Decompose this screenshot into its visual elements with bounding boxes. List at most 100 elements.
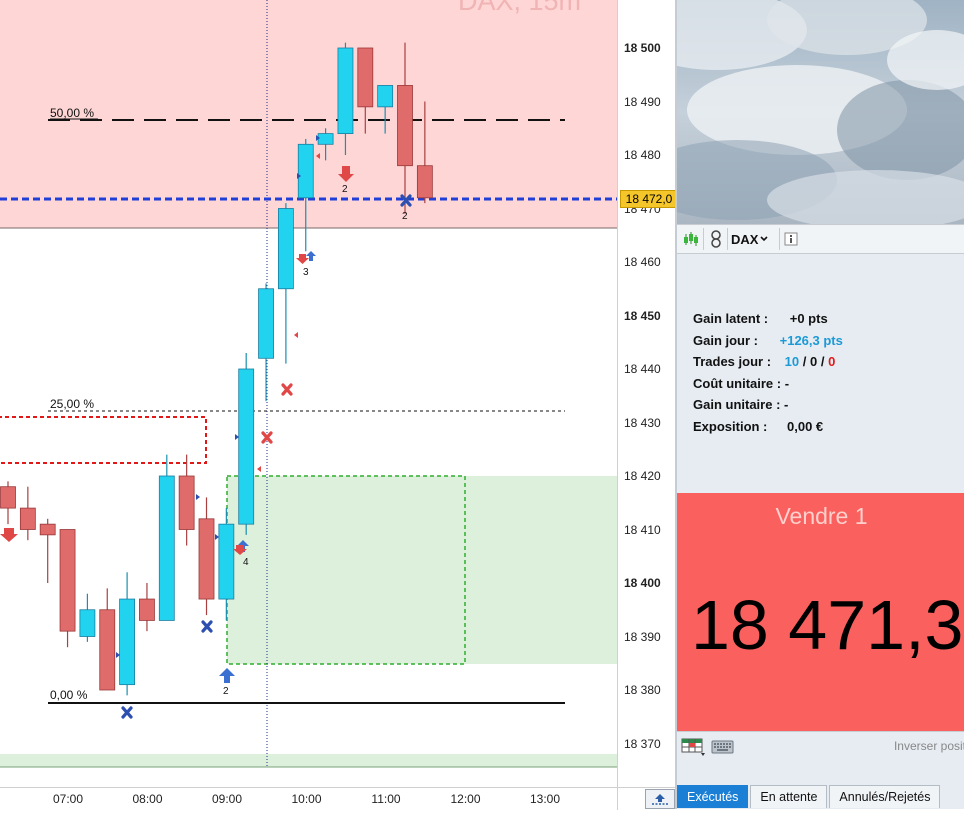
price-tick-label: 18 370	[624, 736, 661, 751]
trades-flat: 0	[809, 354, 818, 369]
cost-value: -	[784, 375, 790, 391]
exit-marker-icon	[257, 466, 261, 472]
expand-panel-button[interactable]	[645, 789, 675, 809]
bear-candle[interactable]	[0, 486, 16, 509]
entry-marker-icon	[316, 135, 320, 141]
bull-candle[interactable]	[218, 523, 235, 600]
red-dashed-zone[interactable]	[0, 416, 207, 464]
order-toolbar: Inverser posit	[677, 731, 964, 762]
price-tick-label: 18 420	[624, 469, 661, 483]
sell-arrow-icon	[233, 545, 247, 555]
bear-candle[interactable]	[59, 529, 76, 632]
entry-marker-icon	[215, 534, 219, 540]
info-button[interactable]	[781, 228, 801, 250]
sell-button[interactable]: Vendre 1 18 471,3	[677, 493, 964, 731]
exit-marker-icon	[316, 153, 320, 159]
unit-gain-value: -	[784, 397, 789, 412]
chart-title: DAX, 15m	[458, 0, 581, 16]
sell-label: Vendre 1	[775, 503, 868, 529]
price-tick-label: 18 480	[624, 148, 661, 162]
price-tick-label: 18 450	[624, 308, 661, 323]
bear-candle[interactable]	[139, 598, 155, 621]
close-x-icon	[201, 620, 213, 633]
lower-zone	[0, 754, 617, 767]
trade-count-label: 4	[243, 557, 249, 568]
keyboard-icon	[711, 740, 734, 754]
trade-count-label: 2	[223, 686, 229, 697]
instrument-selector[interactable]: DAX	[729, 228, 780, 250]
time-tick-label: 12:00	[450, 792, 481, 806]
invert-position-button[interactable]: Inverser posit	[893, 739, 964, 753]
bull-candle[interactable]	[158, 475, 175, 621]
price-tick-label: 18 430	[624, 415, 661, 430]
sell-arrow-icon	[338, 166, 354, 182]
fib-0-label: 0,00 %	[50, 688, 88, 702]
bear-candle[interactable]	[19, 507, 36, 530]
trades-won: 10	[784, 354, 800, 369]
keyboard-button[interactable]	[711, 737, 735, 757]
bear-candle[interactable]	[397, 85, 413, 167]
exit-marker-icon	[294, 332, 298, 338]
price-tick-label: 18 440	[624, 362, 661, 376]
price-tick-label: 18 460	[624, 255, 661, 269]
bear-candle[interactable]	[99, 609, 116, 691]
tab-executes[interactable]: Exécutés	[677, 785, 749, 808]
tab-en-attente[interactable]: En attente	[750, 785, 828, 808]
price-tick-label: 18 380	[624, 683, 661, 697]
entry-marker-icon	[235, 434, 239, 440]
bull-candle[interactable]	[297, 143, 314, 199]
chart-type-button[interactable]	[679, 228, 704, 250]
stat-cout-unitaire: Coût unitaire : -	[693, 373, 843, 395]
candlestick-icon	[684, 232, 698, 246]
bull-candle[interactable]	[277, 208, 294, 290]
stat-trades-jour: Trades jour : 10 / 0 / 0	[693, 354, 836, 369]
price-axis[interactable]: 18 500 18 490 18 480 18 470 18 460 18 450 18 4…	[617, 0, 678, 787]
trades-lost: 0	[828, 354, 836, 369]
grid-view-button[interactable]	[681, 737, 707, 757]
trade-count-label: 3	[303, 267, 309, 278]
unit-gain-label: Gain unitaire :	[693, 397, 781, 412]
bull-candle[interactable]	[79, 609, 96, 637]
time-axis[interactable]: 07:00 08:00 09:00 10:00 11:00 12:00 13:00	[0, 787, 617, 810]
bull-candle[interactable]	[258, 288, 274, 359]
bull-candle[interactable]	[238, 368, 255, 525]
trading-panel: DAX Gain latent : +0 pts Gain jour : +12…	[675, 0, 964, 809]
bear-candle[interactable]	[416, 165, 433, 199]
exposure-value: 0,00 €	[787, 418, 824, 434]
stat-gain-unitaire: Gain unitaire : -	[693, 394, 843, 416]
bull-candle[interactable]	[317, 133, 334, 145]
time-tick-label: 11:00	[371, 792, 401, 806]
bear-candle[interactable]	[198, 518, 215, 600]
trade-markers: 4 2 2 3 2	[0, 135, 412, 719]
current-price-tag: 18 472,0	[620, 190, 678, 208]
position-stats: Gain latent : +0 pts Gain jour : +126,3 …	[693, 308, 843, 437]
close-x-icon	[261, 431, 273, 444]
time-tick-label: 08:00	[132, 792, 163, 806]
gain-latent-label: Gain latent :	[693, 311, 769, 326]
panel-spacer	[677, 761, 964, 785]
price-tick-label: 18 400	[624, 576, 661, 590]
time-tick-label: 10:00	[291, 792, 322, 806]
chevron-down-icon	[760, 236, 769, 242]
expand-up-icon	[652, 794, 668, 805]
fib-50-label: 50,00 %	[50, 106, 94, 120]
order-tabs: Exécutés En attente Annulés/Rejetés	[677, 785, 964, 809]
bull-candle[interactable]	[337, 47, 354, 134]
entry-marker-icon	[116, 652, 120, 658]
price-chart[interactable]: 50,00 % 25,00 % 0,00 % DAX, 15m 4 2 2 3 …	[0, 0, 617, 787]
cost-label: Coût unitaire :	[693, 375, 782, 391]
sell-price: 18 471,3	[691, 586, 964, 664]
bear-candle[interactable]	[39, 523, 56, 536]
price-tick-label: 18 410	[624, 522, 661, 537]
bull-candle[interactable]	[377, 85, 394, 108]
bull-candle[interactable]	[119, 598, 135, 686]
close-x-icon	[400, 194, 412, 207]
sell-arrow-icon	[0, 528, 18, 542]
buy-arrow-icon	[219, 668, 235, 683]
chart-canvas[interactable]: 50,00 % 25,00 % 0,00 % DAX, 15m 4 2 2 3 …	[0, 0, 617, 787]
tab-annules-rejetes[interactable]: Annulés/Rejetés	[829, 785, 941, 808]
bear-candle[interactable]	[357, 47, 374, 108]
close-x-icon	[281, 383, 293, 396]
bear-candle[interactable]	[178, 475, 195, 530]
link-button[interactable]	[705, 228, 728, 250]
